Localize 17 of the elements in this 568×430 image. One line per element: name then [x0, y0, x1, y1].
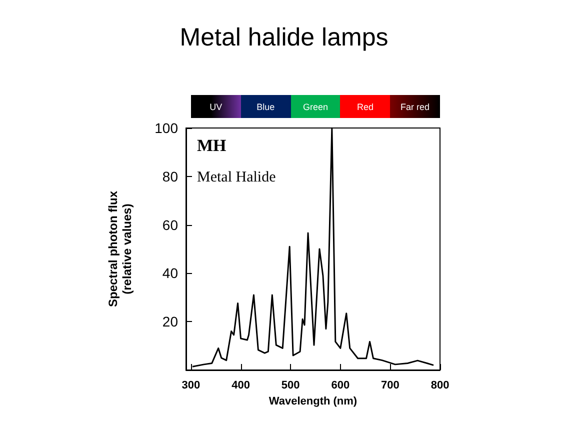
y-tick-label: 20	[162, 314, 178, 330]
y-tick-label: 80	[162, 168, 178, 184]
x-tick-label: 700	[381, 380, 400, 392]
y-tick-label: 100	[154, 120, 178, 136]
x-tick-label: 800	[430, 380, 450, 392]
x-tick-label: 600	[331, 380, 350, 392]
x-axis-title: Wavelength (nm)	[268, 395, 358, 408]
y-tick-label: 60	[162, 216, 178, 233]
annotation: MH	[197, 136, 226, 155]
annotation: Metal Halide	[197, 170, 276, 186]
chart-title: Metal halide lamps	[180, 24, 388, 52]
x-tick-label: 500	[281, 380, 300, 392]
spectrum-strip: UV Blue Green Red Far red	[190, 95, 440, 118]
y-tick-label: 40	[162, 265, 178, 282]
y-axis-title: Spectral photon flux (relative values)	[106, 190, 134, 308]
x-tick-label: 300	[182, 380, 200, 392]
x-tick-label: 400	[232, 380, 250, 392]
